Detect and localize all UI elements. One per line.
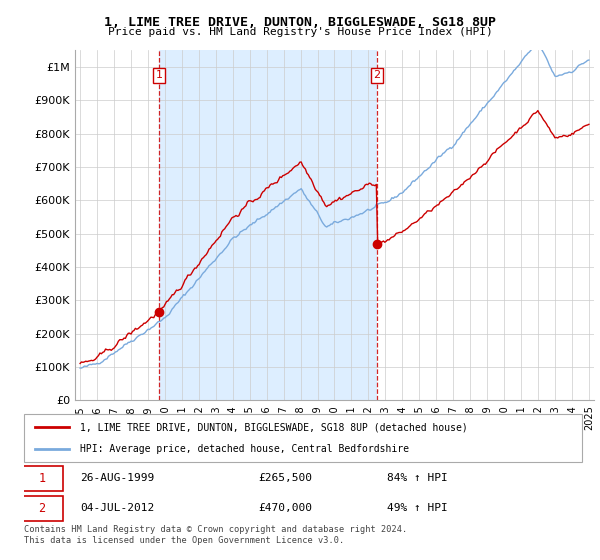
Text: £470,000: £470,000	[259, 503, 313, 514]
Text: £265,500: £265,500	[259, 473, 313, 483]
Bar	[159, 50, 377, 400]
Text: Contains HM Land Registry data © Crown copyright and database right 2024.
This d: Contains HM Land Registry data © Crown c…	[24, 525, 407, 545]
Text: 49% ↑ HPI: 49% ↑ HPI	[387, 503, 448, 514]
FancyBboxPatch shape	[21, 465, 63, 491]
Text: 04-JUL-2012: 04-JUL-2012	[80, 503, 154, 514]
Text: 2: 2	[38, 502, 46, 515]
Text: 1, LIME TREE DRIVE, DUNTON, BIGGLESWADE, SG18 8UP: 1, LIME TREE DRIVE, DUNTON, BIGGLESWADE,…	[104, 16, 496, 29]
Text: 1: 1	[155, 71, 163, 81]
Text: 84% ↑ HPI: 84% ↑ HPI	[387, 473, 448, 483]
Text: 26-AUG-1999: 26-AUG-1999	[80, 473, 154, 483]
Text: 1, LIME TREE DRIVE, DUNTON, BIGGLESWADE, SG18 8UP (detached house): 1, LIME TREE DRIVE, DUNTON, BIGGLESWADE,…	[80, 422, 467, 432]
Text: HPI: Average price, detached house, Central Bedfordshire: HPI: Average price, detached house, Cent…	[80, 444, 409, 454]
Text: 1: 1	[38, 472, 46, 485]
FancyBboxPatch shape	[21, 496, 63, 521]
Text: Price paid vs. HM Land Registry's House Price Index (HPI): Price paid vs. HM Land Registry's House …	[107, 27, 493, 37]
Text: 2: 2	[374, 71, 380, 81]
